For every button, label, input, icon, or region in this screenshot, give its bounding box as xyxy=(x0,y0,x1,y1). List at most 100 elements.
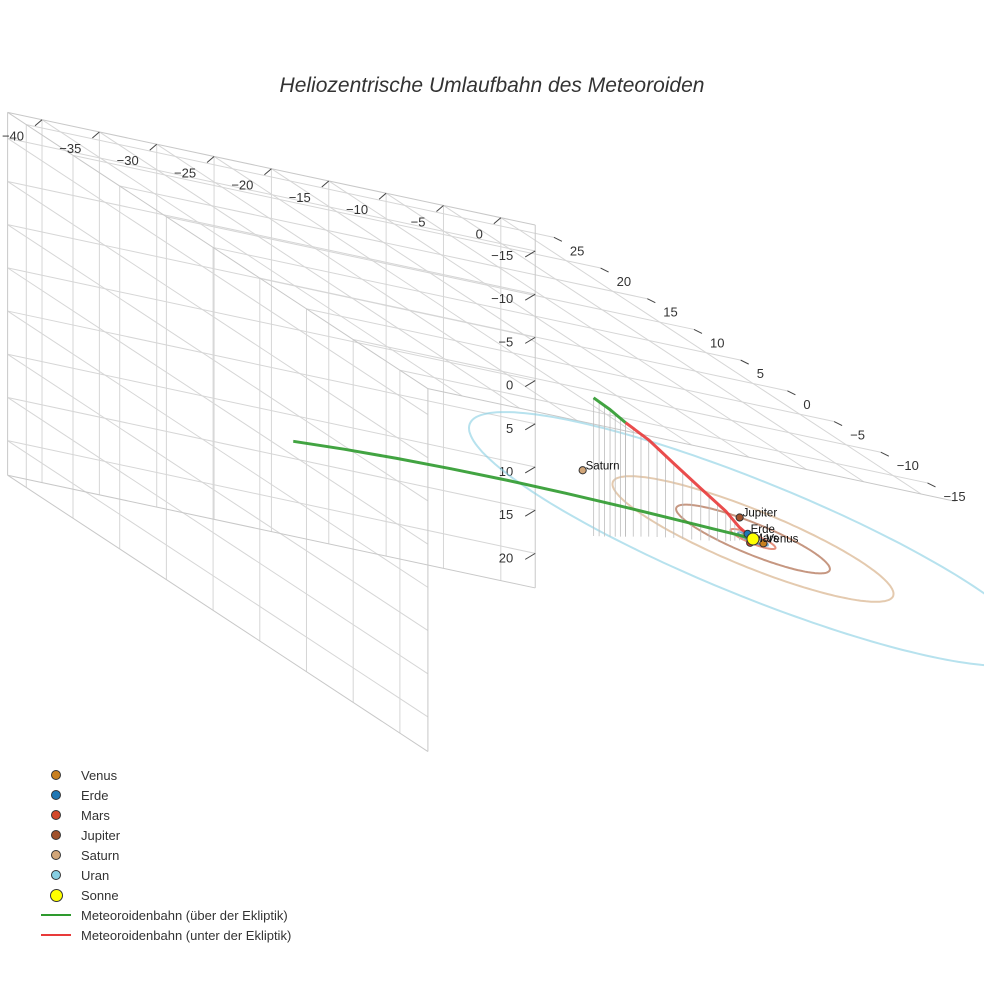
grid-line xyxy=(500,217,922,495)
legend-swatch xyxy=(51,810,61,820)
legend-symbol xyxy=(40,805,72,825)
legend-item[interactable]: Saturn xyxy=(40,845,291,865)
tick-mark xyxy=(833,421,843,426)
legend-symbol xyxy=(40,865,72,885)
tick-mark xyxy=(524,380,536,387)
grid-line xyxy=(306,308,835,423)
tick-mark xyxy=(524,336,536,344)
legend-label: Erde xyxy=(81,787,109,803)
legend-swatch xyxy=(51,790,61,800)
legend-symbol xyxy=(40,845,72,865)
legend-item[interactable]: Uran xyxy=(40,865,291,885)
tick-mark xyxy=(524,552,536,560)
grid-line xyxy=(7,396,536,511)
label-mars: Mars xyxy=(753,533,779,545)
grid-line xyxy=(212,246,741,361)
label-venus: Venus xyxy=(766,533,798,545)
orbit-uran xyxy=(467,411,984,667)
y-tick-label: −5 xyxy=(850,428,865,443)
grid-line xyxy=(271,168,692,446)
grid-line xyxy=(7,353,536,468)
trajectory-series-1 xyxy=(293,439,754,541)
tick-mark xyxy=(378,192,387,200)
tick-mark xyxy=(524,250,536,258)
grid-line xyxy=(399,369,928,484)
legend-swatch xyxy=(51,770,61,780)
grid-line xyxy=(7,310,536,425)
tick-mark xyxy=(92,131,100,139)
orbit-saturn xyxy=(611,475,895,603)
y-tick-label: 15 xyxy=(663,305,677,320)
legend-label: Meteoroidenbahn (über der Ekliptik) xyxy=(81,907,288,923)
tick-mark xyxy=(206,156,215,163)
trajectory-series-3 xyxy=(592,396,627,424)
legend-label: Saturn xyxy=(81,847,120,863)
grid-line xyxy=(7,137,429,415)
grid-line xyxy=(119,185,648,300)
tick-mark xyxy=(553,236,563,242)
grid-line xyxy=(72,154,601,269)
tick-mark xyxy=(436,205,444,212)
y-tick-label: 0 xyxy=(803,397,810,412)
grid-line xyxy=(156,143,578,421)
tick-mark xyxy=(493,217,502,225)
legend-item[interactable]: Meteoroidenbahn (unter der Ekliptik) xyxy=(40,925,291,945)
y-tick-label: −10 xyxy=(897,458,919,473)
legend-symbol xyxy=(40,825,72,845)
grid-line xyxy=(7,224,429,502)
grid-line xyxy=(41,119,463,397)
grid-line xyxy=(26,124,555,238)
tick-mark xyxy=(149,143,158,151)
y-tick-label: −15 xyxy=(944,489,966,504)
grid-line xyxy=(7,353,429,631)
axis-frame xyxy=(7,474,536,589)
grid-line xyxy=(7,267,429,545)
z-tick-label: 5 xyxy=(506,421,513,436)
marker-sonne xyxy=(746,532,760,546)
legend-item[interactable]: Mars xyxy=(40,805,291,825)
legend-item[interactable]: Meteoroidenbahn (über der Ekliptik) xyxy=(40,905,291,925)
legend-swatch xyxy=(51,850,61,860)
z-tick-label: 0 xyxy=(506,378,513,393)
legend-item[interactable]: Jupiter xyxy=(40,825,291,845)
x-tick-label: −10 xyxy=(346,202,368,217)
legend-label: Uran xyxy=(81,867,110,883)
y-tick-label: 10 xyxy=(710,335,724,350)
x-tick-label: −5 xyxy=(411,214,426,229)
x-tick-label: −20 xyxy=(231,178,253,193)
legend-item[interactable]: Sonne xyxy=(40,885,291,905)
tick-mark xyxy=(524,509,536,517)
legend: Venus Erde Mars Jupiter Saturn Uran Sonne Meteo… xyxy=(40,765,291,945)
grid-line xyxy=(259,277,788,392)
trajectory-series-2 xyxy=(624,421,754,541)
legend-swatch xyxy=(41,934,71,936)
tick-mark xyxy=(321,180,330,188)
legend-symbol xyxy=(40,765,72,785)
legend-swatch xyxy=(49,888,63,902)
grid-line xyxy=(7,181,429,459)
tick-mark xyxy=(787,390,796,396)
grid-line xyxy=(7,397,429,675)
tick-mark xyxy=(647,298,656,304)
z-tick-label: 20 xyxy=(499,550,513,565)
grid-line xyxy=(443,205,865,483)
legend-item[interactable]: Erde xyxy=(40,785,291,805)
grid-line xyxy=(213,156,635,434)
x-tick-label: 0 xyxy=(476,227,483,242)
label-erde: Erde xyxy=(751,524,775,536)
grid-line xyxy=(7,267,536,382)
grid-line xyxy=(7,440,429,718)
label-jupiter: Jupiter xyxy=(743,507,778,519)
z-tick-label: −5 xyxy=(498,334,513,349)
legend-item[interactable]: Venus xyxy=(40,765,291,785)
legend-label: Venus xyxy=(81,767,118,783)
tick-mark xyxy=(927,482,936,488)
tick-mark xyxy=(740,359,749,365)
legend-symbol xyxy=(40,885,72,905)
marker-jupiter xyxy=(735,513,744,522)
y-tick-label: 25 xyxy=(570,243,584,258)
y-tick-label: 20 xyxy=(617,274,631,289)
tick-mark xyxy=(524,466,536,474)
x-tick-label: −40 xyxy=(2,129,24,144)
